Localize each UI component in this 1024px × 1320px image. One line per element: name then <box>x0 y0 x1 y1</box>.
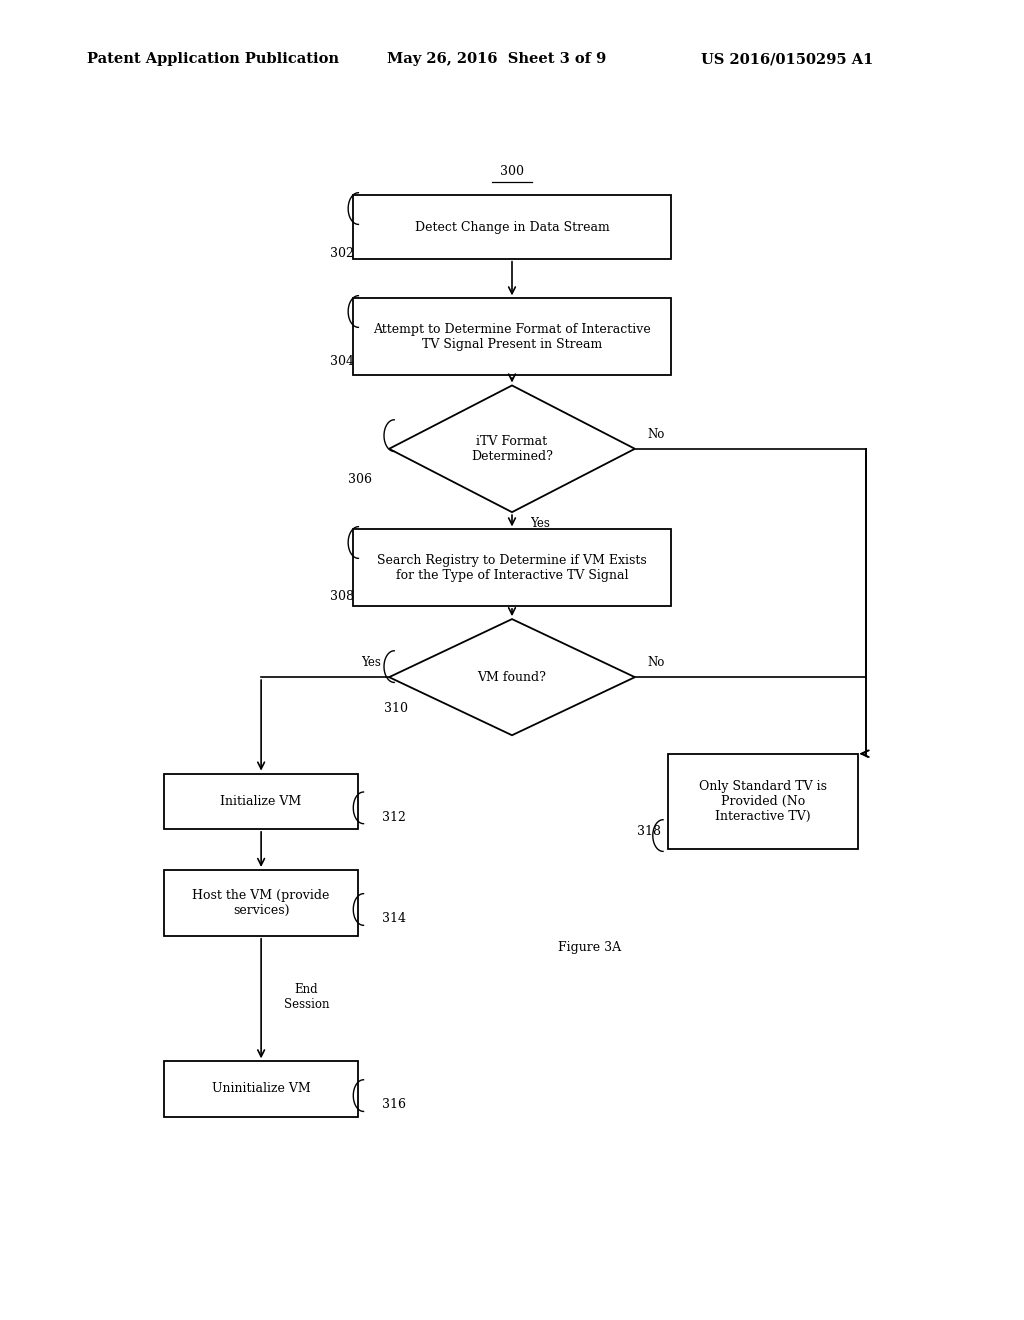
Bar <box>164 870 358 936</box>
Bar <box>164 1061 358 1117</box>
Text: Search Registry to Determine if VM Exists
for the Type of Interactive TV Signal: Search Registry to Determine if VM Exist… <box>377 553 647 582</box>
Text: Uninitialize VM: Uninitialize VM <box>212 1082 310 1096</box>
Text: 306: 306 <box>348 473 372 486</box>
Text: 308: 308 <box>330 590 353 603</box>
Text: 312: 312 <box>382 810 406 824</box>
Text: Initialize VM: Initialize VM <box>220 795 302 808</box>
Text: May 26, 2016  Sheet 3 of 9: May 26, 2016 Sheet 3 of 9 <box>387 53 606 66</box>
Bar <box>353 195 671 259</box>
Text: 316: 316 <box>382 1098 406 1111</box>
Text: Patent Application Publication: Patent Application Publication <box>87 53 339 66</box>
Text: VM found?: VM found? <box>477 671 547 684</box>
Text: Yes: Yes <box>361 656 381 669</box>
Text: iTV Format
Determined?: iTV Format Determined? <box>471 434 553 463</box>
Polygon shape <box>389 385 635 512</box>
Text: No: No <box>647 656 665 669</box>
Text: No: No <box>647 428 665 441</box>
Text: 302: 302 <box>330 247 353 260</box>
Polygon shape <box>389 619 635 735</box>
Text: Attempt to Determine Format of Interactive
TV Signal Present in Stream: Attempt to Determine Format of Interacti… <box>373 322 651 351</box>
Bar <box>668 754 857 849</box>
Text: Host the VM (provide
services): Host the VM (provide services) <box>193 888 330 917</box>
Text: End
Session: End Session <box>284 982 329 1011</box>
Text: US 2016/0150295 A1: US 2016/0150295 A1 <box>701 53 873 66</box>
Bar <box>164 774 358 829</box>
Text: 314: 314 <box>382 912 406 925</box>
Text: 300: 300 <box>500 165 524 178</box>
Text: Detect Change in Data Stream: Detect Change in Data Stream <box>415 220 609 234</box>
Text: Only Standard TV is
Provided (No
Interactive TV): Only Standard TV is Provided (No Interac… <box>698 780 827 822</box>
Text: 318: 318 <box>637 825 660 838</box>
Bar <box>353 298 671 375</box>
Text: 304: 304 <box>330 355 353 368</box>
Text: Figure 3A: Figure 3A <box>558 941 622 954</box>
Text: Yes: Yes <box>530 517 550 531</box>
Text: 310: 310 <box>384 702 408 715</box>
Bar <box>353 529 671 606</box>
